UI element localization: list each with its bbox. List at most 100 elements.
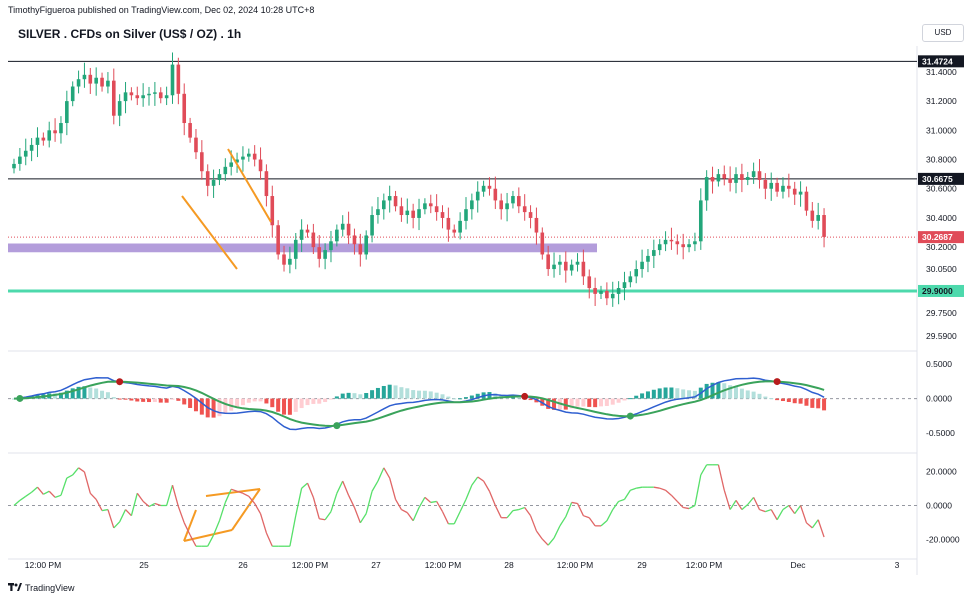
candle-body (475, 191, 480, 201)
macd-histogram-bar (323, 398, 328, 403)
oscillator-pane (8, 464, 917, 547)
candle-body (810, 210, 815, 221)
oscillator-segment (553, 525, 561, 539)
macd-histogram-bar (387, 384, 392, 399)
macd-histogram-bar (798, 398, 803, 404)
candle-body (640, 261, 644, 270)
macd-histogram-bar (229, 398, 234, 411)
candle-body (534, 217, 539, 233)
candle-body (740, 174, 744, 180)
candle-body (235, 159, 239, 163)
oscillator-segment (54, 494, 62, 498)
oscillator-segment (729, 500, 737, 510)
oscillator-segment (359, 513, 367, 524)
candle-body (182, 93, 187, 124)
candle-body (29, 144, 34, 151)
macd-histogram-bar (604, 398, 609, 406)
oscillator-segment (512, 508, 519, 512)
candle-body (70, 86, 75, 102)
currency-button[interactable]: USD (922, 24, 964, 42)
candle-body (792, 188, 797, 195)
trend-annotation-line (227, 148, 272, 223)
oscillator-segment (541, 538, 549, 546)
x-tick-label: Dec (790, 560, 806, 570)
x-tick-label: 12:00 PM (292, 560, 328, 570)
oscillator-segment (618, 498, 625, 503)
candle-body (687, 244, 691, 248)
y-tick-label: 30.6000 (926, 184, 957, 194)
candle-body (35, 137, 40, 145)
cross-marker (116, 378, 124, 386)
macd-histogram-bar (123, 398, 128, 400)
macd-histogram-bar (182, 398, 187, 405)
oscillator-segment (694, 474, 702, 506)
oscillator-segment (741, 503, 749, 511)
oscillator-segment (89, 492, 97, 500)
macd-histogram-bar (305, 398, 310, 406)
oscillator-segment (441, 511, 449, 525)
oscillator-segment (95, 499, 103, 511)
price-tag-box (918, 172, 964, 185)
oscillator-segment (659, 487, 666, 491)
candle-body (704, 177, 709, 201)
candle-body (264, 171, 269, 197)
candle-body (129, 92, 134, 96)
macd-histogram-bar (405, 388, 410, 399)
macd-pane (8, 377, 917, 431)
oscillator-segment (142, 500, 150, 508)
macd-histogram-bar (53, 393, 58, 399)
oscillator-segment (130, 493, 138, 516)
oscillator-segment (78, 467, 85, 473)
oscillator-segment (48, 490, 56, 498)
candle-body (675, 241, 680, 245)
cross-marker (521, 392, 529, 400)
tradingview-logo: TradingView (8, 582, 75, 593)
oscillator-segment (794, 505, 802, 515)
cross-marker (333, 422, 341, 430)
candle-body (158, 92, 163, 99)
candle-body (106, 80, 110, 87)
candle-body (387, 196, 392, 201)
macd-histogram-bar (745, 390, 750, 399)
price-tag-label: 31.4724 (922, 56, 953, 66)
macd-histogram-bar (622, 398, 627, 401)
macd-histogram-bar (434, 392, 439, 399)
y-tick-label: 0.0000 (926, 394, 952, 404)
macd-histogram-bar (264, 398, 269, 404)
cross-marker (773, 378, 781, 386)
candle-body (323, 250, 327, 259)
macd-histogram-bar (193, 398, 198, 412)
oscillator-segment (565, 502, 573, 517)
macd-histogram-bar (12, 398, 16, 400)
oscillator-segment (301, 482, 308, 489)
macd-histogram-bar (734, 386, 739, 399)
candle-body (76, 79, 81, 87)
macd-histogram-bar (240, 398, 245, 406)
macd-histogram-bar (58, 392, 63, 399)
candle-body (681, 244, 685, 248)
oscillator-segment (471, 476, 479, 486)
oscillator-segment (412, 507, 420, 522)
candle-body (100, 77, 104, 87)
oscillator-segment (289, 515, 297, 547)
candle-body (816, 215, 820, 221)
macd-histogram-bar (105, 392, 110, 399)
candle-body (517, 196, 521, 207)
candle-body (605, 290, 609, 299)
oscillator-segment (717, 464, 725, 491)
macd-histogram-bar (170, 398, 175, 400)
macd-histogram-bar (141, 398, 146, 402)
oscillator-segment (753, 497, 761, 510)
candle-body (499, 200, 504, 210)
y-tick-label: -20.0000 (926, 534, 960, 544)
macd-histogram-bar (822, 398, 827, 411)
price-tag-label: 29.9000 (922, 286, 953, 296)
macd-histogram-bar (634, 395, 639, 399)
candle-body (88, 74, 93, 84)
macd-histogram-bar (358, 394, 363, 399)
macd-histogram-bar (675, 388, 680, 399)
oscillator-segment (811, 519, 819, 529)
macd-histogram-bar (640, 393, 645, 399)
macd-histogram-bar (569, 398, 574, 409)
